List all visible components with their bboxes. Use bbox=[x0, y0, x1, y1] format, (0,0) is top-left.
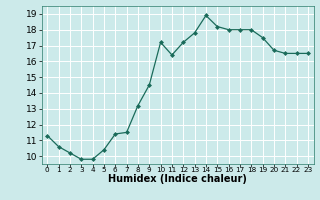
X-axis label: Humidex (Indice chaleur): Humidex (Indice chaleur) bbox=[108, 174, 247, 184]
